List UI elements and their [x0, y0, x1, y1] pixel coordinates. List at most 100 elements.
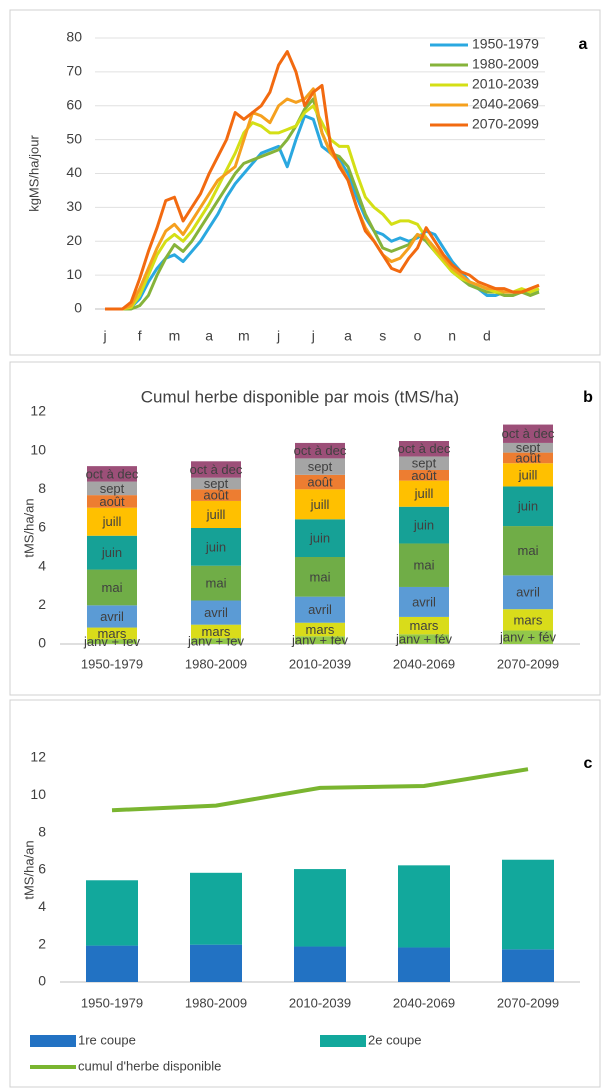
legend-label: 2e coupe	[368, 1032, 422, 1047]
panel-frame	[9, 9, 601, 356]
panel-label: a	[579, 36, 588, 53]
y-tick-label: 8	[38, 480, 46, 496]
bar-segment	[86, 945, 138, 982]
x-tick-label: f	[138, 328, 142, 344]
segment-label: janv + fév	[395, 632, 453, 647]
x-tick-label: j	[311, 328, 315, 344]
y-tick-label: 8	[38, 823, 46, 839]
x-tick-label: s	[379, 328, 386, 344]
segment-label: avril	[516, 585, 540, 600]
bar-segment	[503, 442, 553, 453]
x-tick-label: m	[169, 328, 181, 344]
bar-segment	[398, 947, 450, 982]
bar-segment	[87, 466, 137, 482]
x-tick-label: 1980-2009	[185, 995, 247, 1010]
y-tick-label: 6	[38, 519, 46, 535]
chart-title: Cumul herbe disponible par mois (tMS/ha)	[141, 387, 459, 406]
y-tick-label: 10	[30, 786, 46, 802]
segment-label: mars	[514, 612, 543, 627]
bar-segment	[295, 596, 345, 623]
segment-label: juin	[309, 531, 330, 546]
segment-label: sept	[412, 456, 437, 471]
segment-label: mars	[306, 622, 335, 637]
bar-segment	[190, 944, 242, 982]
series-line	[111, 767, 529, 813]
x-tick-label: o	[414, 328, 422, 344]
segment-label: août	[515, 450, 541, 465]
bar-segment	[503, 526, 553, 576]
x-tick-label: a	[344, 328, 352, 344]
bar-segment	[87, 495, 137, 508]
bar-segment	[191, 565, 241, 601]
segment-label: août	[99, 494, 125, 509]
x-tick-label: j	[276, 328, 280, 344]
bar-segment	[399, 506, 449, 544]
bar-segment	[294, 869, 346, 947]
bar-segment	[399, 586, 449, 617]
segment-label: juill	[310, 497, 330, 512]
bar-segment	[87, 627, 137, 640]
segment-label: oct à dec	[398, 441, 451, 456]
y-tick-label: 0	[38, 973, 46, 989]
bar-segment	[399, 456, 449, 470]
legend-label: 2010-2039	[472, 76, 539, 92]
series-line	[105, 50, 540, 311]
bar-segment	[191, 528, 241, 566]
x-tick-label: m	[238, 328, 250, 344]
bar-segment	[191, 489, 241, 501]
y-tick-label: 0	[74, 300, 82, 316]
segment-label: avril	[204, 605, 228, 620]
y-tick-label: 12	[30, 403, 46, 419]
x-tick-label: a	[205, 328, 213, 344]
segment-label: oct à dec	[502, 426, 555, 441]
segment-label: mai	[310, 569, 331, 584]
segment-label: mai	[102, 580, 123, 595]
segment-label: mars	[410, 618, 439, 633]
legend-label: 2040-2069	[472, 96, 539, 112]
bar-segment	[295, 622, 345, 637]
y-tick-label: 30	[66, 198, 82, 214]
bar-segment	[295, 519, 345, 557]
segment-label: juin	[413, 518, 434, 533]
bar-segment	[399, 616, 449, 635]
y-tick-label: 0	[38, 635, 46, 651]
bar-segment	[87, 507, 137, 536]
bar-segment	[503, 609, 553, 631]
segment-label: juill	[518, 467, 538, 482]
legend-label: 1re coupe	[78, 1032, 136, 1047]
segment-label: juin	[101, 545, 122, 560]
segment-label: janv + fév	[291, 633, 349, 648]
bar-segment	[191, 461, 241, 478]
x-tick-label: 2040-2069	[393, 656, 455, 671]
y-tick-label: 70	[66, 63, 82, 79]
bar-segment	[86, 880, 138, 946]
bar-segment	[295, 636, 345, 644]
bar-segment	[399, 441, 449, 457]
segment-label: août	[307, 475, 333, 490]
bar-segment	[295, 557, 345, 597]
segment-label: oct à dec	[294, 443, 347, 458]
bar-segment	[295, 489, 345, 520]
segment-label: sept	[308, 459, 333, 474]
segment-label: oct à dec	[190, 462, 243, 477]
x-tick-label: 2040-2069	[393, 995, 455, 1010]
y-tick-label: 12	[30, 749, 46, 765]
bar-segment	[398, 865, 450, 948]
panel-label: c	[584, 755, 593, 772]
segment-label: avril	[308, 602, 332, 617]
y-tick-label: 20	[66, 232, 82, 248]
legend-swatch	[320, 1035, 366, 1047]
bar-segment	[295, 458, 345, 475]
y-tick-label: 10	[66, 266, 82, 282]
legend-label: 2070-2099	[472, 116, 539, 132]
x-tick-label: d	[483, 328, 491, 344]
y-tick-label: 50	[66, 130, 82, 146]
segment-label: sept	[516, 440, 541, 455]
y-tick-label: 10	[30, 441, 46, 457]
x-tick-label: 2070-2099	[497, 995, 559, 1010]
x-tick-label: 1950-1979	[81, 995, 143, 1010]
y-tick-label: 40	[66, 164, 82, 180]
y-axis-label: tMS/ha/an	[21, 840, 36, 899]
bar-segment	[87, 605, 137, 628]
